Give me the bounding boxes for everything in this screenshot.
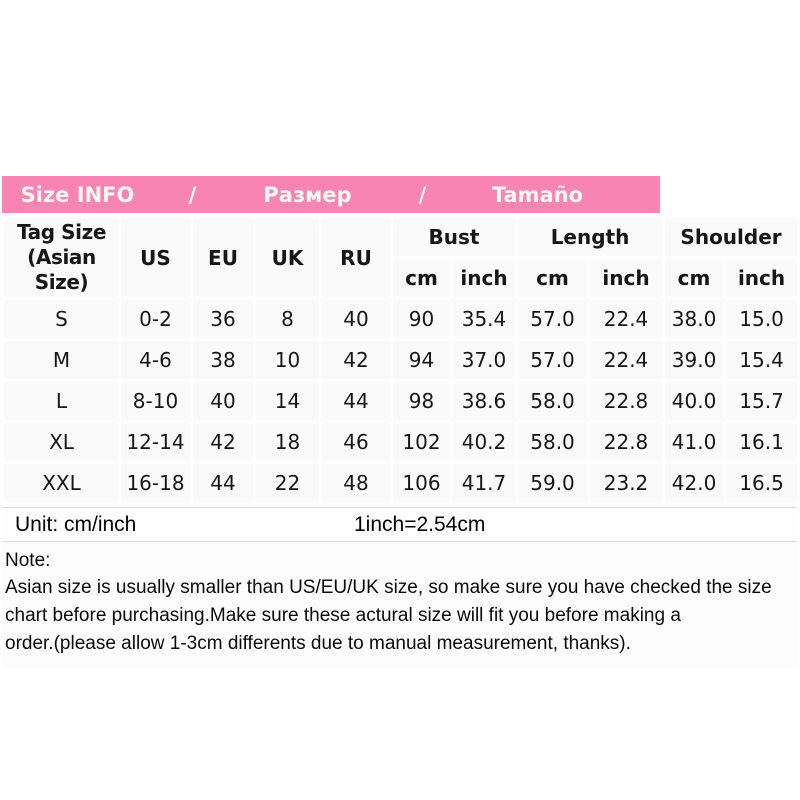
table-row-l: L 8-10 40 14 44 98 38.6 58.0 22.8 40.0 1… — [2, 379, 800, 423]
size-value-cell: 15.7 — [723, 379, 800, 423]
tag-size-header: Tag Size (Asian Size) — [2, 215, 121, 300]
size-value-cell: 42.0 — [662, 461, 727, 505]
size-value-cell: 58.0 — [515, 379, 591, 423]
size-value-cell: 38.0 — [662, 297, 727, 341]
group-header-length: Length — [515, 215, 666, 259]
size-value-cell: 8 — [253, 297, 322, 341]
size-table: Tag Size (Asian Size) US EU UK RU Bust L… — [2, 215, 800, 505]
unit-header-length-inch: inch — [587, 256, 666, 300]
size-value-cell: 106 — [390, 461, 453, 505]
size-value-cell: 12-14 — [118, 420, 193, 464]
size-value-cell: 41.0 — [662, 420, 727, 464]
size-value-cell: 58.0 — [515, 420, 591, 464]
table-row-s: S 0-2 36 8 40 90 35.4 57.0 22.4 38.0 15.… — [2, 297, 800, 341]
size-value-cell: 16.5 — [723, 461, 800, 505]
tag-size-header-line1: Tag Size — [16, 220, 107, 244]
conversion-label: 1inch=2.54cm — [354, 513, 486, 536]
tag-size-header-line2: (Asian Size) — [27, 245, 96, 294]
size-value-cell: 35.4 — [449, 297, 519, 341]
tag-cell: S — [2, 297, 121, 341]
group-header-shoulder: Shoulder — [662, 215, 800, 259]
size-value-cell: 57.0 — [515, 297, 591, 341]
unit-header-shoulder-inch: inch — [723, 256, 800, 300]
note-line: Asian size is usually smaller than US/EU… — [5, 577, 772, 598]
size-value-cell: 42 — [319, 338, 393, 382]
size-value-cell: 36 — [190, 297, 256, 341]
unit-header-bust-cm: cm — [390, 256, 453, 300]
size-value-cell: 16-18 — [118, 461, 193, 505]
note-line: chart before purchasing.Make sure these … — [5, 605, 681, 626]
note-title: Note: — [5, 550, 51, 571]
table-row-m: M 4-6 38 10 42 94 37.0 57.0 22.4 39.0 15… — [2, 338, 800, 382]
region-header-us: US — [118, 215, 193, 300]
size-value-cell: 18 — [253, 420, 322, 464]
size-value-cell: 59.0 — [515, 461, 591, 505]
size-value-cell: 16.1 — [723, 420, 800, 464]
size-value-cell: 4-6 — [118, 338, 193, 382]
title-slash-1: / — [188, 182, 197, 207]
title-slash-2: / — [418, 182, 427, 207]
size-value-cell: 22 — [253, 461, 322, 505]
size-value-cell: 98 — [390, 379, 453, 423]
region-header-uk: UK — [253, 215, 322, 300]
size-value-cell: 42 — [190, 420, 256, 464]
size-value-cell: 48 — [319, 461, 393, 505]
size-value-cell: 90 — [390, 297, 453, 341]
table-row-xxl: XXL 16-18 44 22 48 106 41.7 59.0 23.2 42… — [2, 461, 800, 505]
size-value-cell: 10 — [253, 338, 322, 382]
header-row-units: cm inch cm inch cm inch — [4, 256, 800, 300]
size-value-cell: 8-10 — [118, 379, 193, 423]
unit-header-bust-inch: inch — [449, 256, 519, 300]
size-value-cell: 22.4 — [587, 297, 666, 341]
size-value-cell: 22.8 — [587, 379, 666, 423]
tag-cell: M — [2, 338, 121, 382]
size-value-cell: 14 — [253, 379, 322, 423]
size-value-cell: 22.4 — [587, 338, 666, 382]
size-value-cell: 40.2 — [449, 420, 519, 464]
tag-cell: XXL — [2, 461, 121, 505]
size-value-cell: 0-2 — [118, 297, 193, 341]
unit-header-length-cm: cm — [515, 256, 591, 300]
region-header-eu: EU — [190, 215, 256, 300]
unit-header-shoulder-cm: cm — [662, 256, 727, 300]
region-header-ru: RU — [319, 215, 393, 300]
size-value-cell: 39.0 — [662, 338, 727, 382]
tag-cell: XL — [2, 420, 121, 464]
table-row-xl: XL 12-14 42 18 46 102 40.2 58.0 22.8 41.… — [2, 420, 800, 464]
size-value-cell: 37.0 — [449, 338, 519, 382]
size-value-cell: 44 — [319, 379, 393, 423]
size-value-cell: 46 — [319, 420, 393, 464]
size-value-cell: 22.8 — [587, 420, 666, 464]
size-value-cell: 40 — [190, 379, 256, 423]
size-value-cell: 38.6 — [449, 379, 519, 423]
size-value-cell: 44 — [190, 461, 256, 505]
header-row-groups: Tag Size (Asian Size) US EU UK RU Bust L… — [2, 215, 800, 300]
size-value-cell: 102 — [390, 420, 453, 464]
unit-label: Unit: cm/inch — [15, 513, 137, 536]
size-value-cell: 15.4 — [723, 338, 800, 382]
size-value-cell: 23.2 — [587, 461, 666, 505]
title-razmer: Размер — [263, 182, 352, 207]
title-size-info: Size INFO — [20, 182, 135, 207]
size-value-cell: 57.0 — [515, 338, 591, 382]
size-value-cell: 94 — [390, 338, 453, 382]
size-value-cell: 41.7 — [449, 461, 519, 505]
group-header-bust: Bust — [389, 215, 519, 259]
title-tamano: Tamaño — [491, 182, 584, 207]
size-value-cell: 15.0 — [723, 297, 800, 341]
size-value-cell: 40.0 — [662, 379, 727, 423]
tag-cell: L — [2, 379, 121, 423]
note-line: order.(please allow 1-3cm differents due… — [5, 633, 631, 654]
size-chart-title-bar: Size INFO / Размер / Tamaño — [2, 176, 660, 213]
note-block: Note: Asian size is usually smaller than… — [2, 542, 799, 668]
unit-strip: Unit: cm/inch 1inch=2.54cm — [2, 507, 797, 542]
size-value-cell: 40 — [319, 297, 393, 341]
size-value-cell: 38 — [190, 338, 256, 382]
size-chart-sheet: Size INFO / Размер / Tamaño Tag Size (As… — [2, 176, 800, 668]
